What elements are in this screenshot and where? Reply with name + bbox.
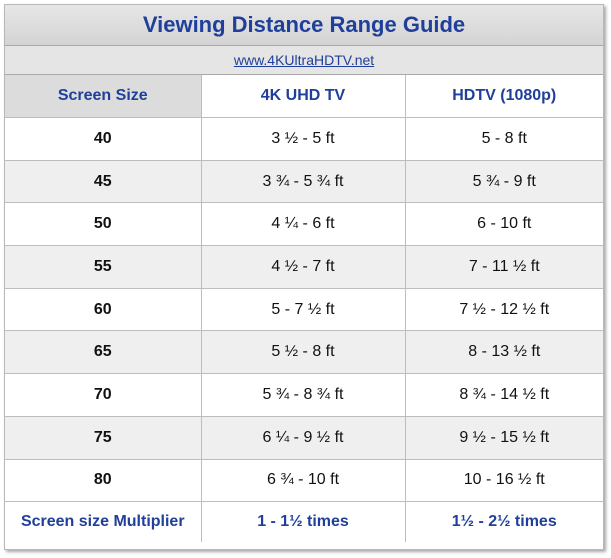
header-hdtv: HDTV (1080p) [405,75,603,118]
multiplier-row: Screen size Multiplier 1 - 1½ times 1½ -… [5,501,603,543]
uhd-distance-cell: 3 ½ - 5 ft [201,117,406,161]
uhd-distance-cell: 4 ½ - 7 ft [201,245,406,289]
hdtv-multiplier: 1½ - 2½ times [405,501,603,543]
hdtv-distance-cell: 7 ½ - 12 ½ ft [405,288,603,332]
multiplier-label: Screen size Multiplier [5,501,202,543]
website-link[interactable]: www.4KUltraHDTV.net [233,52,375,68]
table-row: 75 6 ¼ - 9 ½ ft 9 ½ - 15 ½ ft [5,416,603,460]
header-4k-uhd: 4K UHD TV [201,75,406,118]
uhd-multiplier: 1 - 1½ times [201,501,406,543]
distance-table: Screen Size 4K UHD TV HDTV (1080p) 40 3 … [5,75,603,543]
uhd-distance-cell: 3 ¾ - 5 ¾ ft [201,160,406,204]
table-header-row: Screen Size 4K UHD TV HDTV (1080p) [5,75,603,118]
hdtv-distance-cell: 5 - 8 ft [405,117,603,161]
table-row: 65 5 ½ - 8 ft 8 - 13 ½ ft [5,330,603,375]
header-screen-size: Screen Size [5,75,202,118]
screen-size-cell: 60 [5,288,202,332]
hdtv-distance-cell: 10 - 16 ½ ft [405,459,603,503]
screen-size-cell: 80 [5,459,202,503]
table-row: 50 4 ¼ - 6 ft 6 - 10 ft [5,202,603,247]
hdtv-distance-cell: 7 - 11 ½ ft [405,245,603,289]
uhd-distance-cell: 4 ¼ - 6 ft [201,202,406,247]
screen-size-cell: 55 [5,245,202,289]
uhd-distance-cell: 6 ¾ - 10 ft [201,459,406,503]
table-row: 80 6 ¾ - 10 ft 10 - 16 ½ ft [5,459,603,503]
screen-size-cell: 70 [5,373,202,417]
url-row: www.4KUltraHDTV.net [5,46,603,75]
uhd-distance-cell: 5 - 7 ½ ft [201,288,406,332]
viewing-distance-guide: Viewing Distance Range Guide www.4KUltra… [4,4,604,550]
hdtv-distance-cell: 5 ¾ - 9 ft [405,160,603,204]
hdtv-distance-cell: 8 - 13 ½ ft [405,330,603,375]
table-row: 45 3 ¾ - 5 ¾ ft 5 ¾ - 9 ft [5,160,603,204]
table-row: 70 5 ¾ - 8 ¾ ft 8 ¾ - 14 ½ ft [5,373,603,417]
table-row: 40 3 ½ - 5 ft 5 - 8 ft [5,117,603,161]
hdtv-distance-cell: 9 ½ - 15 ½ ft [405,416,603,460]
screen-size-cell: 45 [5,160,202,204]
uhd-distance-cell: 5 ¾ - 8 ¾ ft [201,373,406,417]
hdtv-distance-cell: 8 ¾ - 14 ½ ft [405,373,603,417]
table-row: 60 5 - 7 ½ ft 7 ½ - 12 ½ ft [5,288,603,332]
screen-size-cell: 65 [5,330,202,375]
screen-size-cell: 50 [5,202,202,247]
uhd-distance-cell: 5 ½ - 8 ft [201,330,406,375]
uhd-distance-cell: 6 ¼ - 9 ½ ft [201,416,406,460]
guide-title: Viewing Distance Range Guide [5,5,603,46]
screen-size-cell: 40 [5,117,202,161]
table-row: 55 4 ½ - 7 ft 7 - 11 ½ ft [5,245,603,289]
hdtv-distance-cell: 6 - 10 ft [405,202,603,247]
screen-size-cell: 75 [5,416,202,460]
